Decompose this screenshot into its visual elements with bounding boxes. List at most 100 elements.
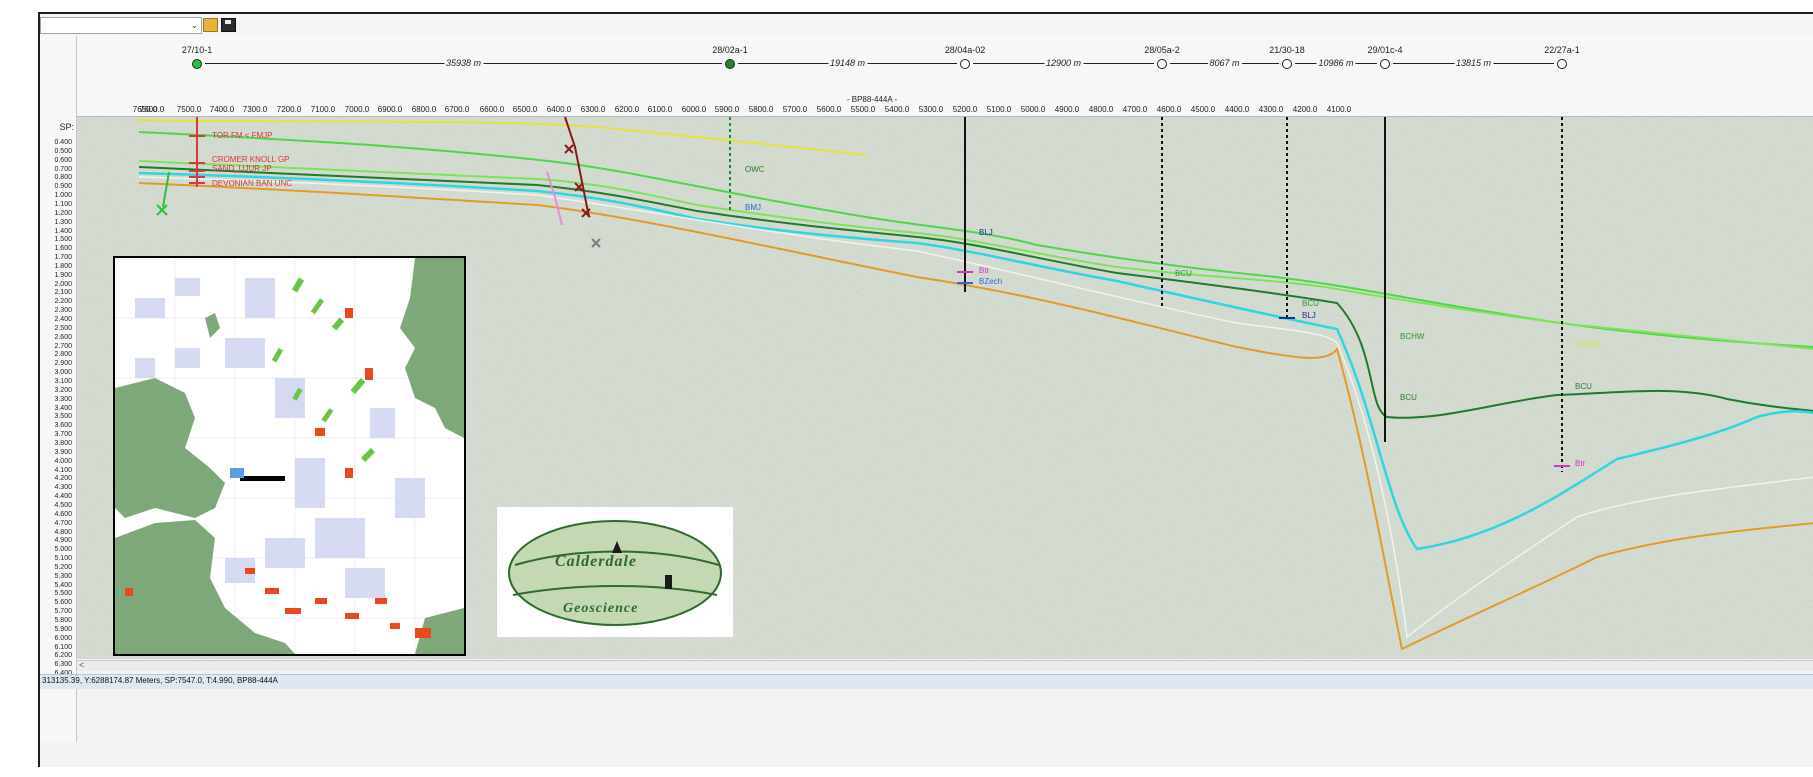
- sp-tick-label: 7500.0: [176, 105, 202, 114]
- time-tick-label: 2.000: [54, 280, 72, 288]
- horizon-label-devonian: DEVONIAN BAN UNC: [212, 179, 293, 188]
- time-tick-label: 3.000: [54, 369, 72, 377]
- time-tick-label: 4.400: [54, 493, 72, 501]
- calderdale-logo: Calderdale Geoscience: [497, 507, 733, 637]
- distance-label: 19148 m: [827, 58, 868, 68]
- time-tick-label: 2.100: [54, 289, 72, 297]
- sp-tick-label: 5300.0: [918, 105, 944, 114]
- time-tick-label: 5.700: [54, 608, 72, 616]
- time-tick-label: 5.300: [54, 572, 72, 580]
- distance-label: 10986 m: [1316, 58, 1356, 68]
- time-tick-label: 2.300: [54, 307, 72, 315]
- green-well-marker: [156, 204, 168, 216]
- line-select-combobox[interactable]: ⌄: [40, 17, 202, 34]
- chevron-down-icon[interactable]: ⌄: [190, 20, 199, 30]
- time-tick-label: 1.500: [54, 236, 72, 244]
- seismic-section-view[interactable]: TOR FM < FMJP CROMER KNOLL GP SAND_UJUR …: [77, 117, 1813, 659]
- time-tick-label: 3.700: [54, 431, 72, 439]
- time-tick-label: 2.800: [54, 351, 72, 359]
- well-name-label[interactable]: 27/10-1: [181, 45, 213, 55]
- green-horizon-mid: [138, 160, 1813, 350]
- time-tick-label: 0.400: [54, 139, 72, 146]
- sp-tick-label: 6400.0: [546, 105, 572, 114]
- sp-tick-label: 6800.0: [411, 105, 437, 114]
- well-name-label[interactable]: 22/27a-1: [1544, 45, 1580, 55]
- red-field-polygons: [125, 308, 431, 638]
- horizon-label-owc: OWC: [745, 165, 765, 174]
- sp-tick-label: 6900.0: [377, 105, 403, 114]
- time-tick-label: 4.000: [54, 457, 72, 465]
- logo-graphic: [508, 520, 722, 626]
- sp-tick-label: 5000.0: [1020, 105, 1046, 114]
- green-horizon-upper: [138, 131, 1813, 348]
- sp-tick-label: 4100.0: [1326, 105, 1352, 114]
- license-blocks: [135, 278, 425, 598]
- horizontal-scrollbar[interactable]: <: [77, 660, 1813, 671]
- sp-tick-label: 7000.0: [344, 105, 370, 114]
- time-tick-label: 5.100: [54, 555, 72, 563]
- well-name-label[interactable]: 29/01c-4: [1367, 45, 1403, 55]
- time-tick-label: 1.000: [54, 192, 72, 200]
- well-location-icon[interactable]: [725, 59, 735, 69]
- sp-tick-label: 6200.0: [614, 105, 640, 114]
- well-name-label[interactable]: 28/02a-1: [712, 45, 748, 55]
- sp-tick-label: 5100.0: [986, 105, 1012, 114]
- well-name-label[interactable]: 28/04a-02: [944, 45, 986, 55]
- survey-line-location: [240, 476, 285, 481]
- horizon-label-bcu-2: BCU: [1302, 299, 1319, 308]
- well-location-icon[interactable]: [1157, 59, 1167, 69]
- sp-tick-label: 5700.0: [782, 105, 808, 114]
- time-tick-label: 4.500: [54, 501, 72, 509]
- horizon-label-bchw: BCHW: [1400, 332, 1425, 341]
- sp-tick-label: 7650.0: [132, 105, 158, 114]
- time-tick-label: 4.700: [54, 519, 72, 527]
- time-axis-labels: 0.400 0.500 0.600 0.700 0.800 0.900 1.000 1.100…: [40, 139, 74, 679]
- time-tick-label: 1.300: [54, 218, 72, 226]
- sp-tick-label: 7400.0: [209, 105, 235, 114]
- sp-tick-label: 5500.0: [850, 105, 876, 114]
- time-tick-label: 6.200: [54, 652, 72, 660]
- logo-text-geoscience: Geoscience: [563, 601, 639, 616]
- well-location-icon[interactable]: [1557, 59, 1567, 69]
- well-location-icon[interactable]: [1282, 59, 1292, 69]
- well-location-icon[interactable]: [960, 59, 970, 69]
- shetland-islands: [205, 313, 220, 338]
- well-location-icon[interactable]: [192, 59, 202, 69]
- sp-tick-label: 4200.0: [1292, 105, 1318, 114]
- well-name-label[interactable]: 21/30-18: [1269, 45, 1305, 55]
- horizon-label-blj-2: BLJ: [1302, 311, 1316, 320]
- well-location-icon[interactable]: [1380, 59, 1390, 69]
- green-well-track: [162, 171, 170, 208]
- scotland-coast: [115, 378, 225, 518]
- well-header-bar: 27/10-1 28/02a-1 28/04a-02 28/05a-2 21/30-18…: [77, 36, 1813, 96]
- sp-tick-label: 7200.0: [276, 105, 302, 114]
- status-bar: 313135.39, Y:6288174.87 Meters, SP:7547.…: [40, 674, 1813, 689]
- sp-tick-label: 6500.0: [512, 105, 538, 114]
- status-coordinates: 313135.39, Y:6288174.87 Meters, SP:7547.…: [42, 676, 278, 685]
- time-tick-label: 3.200: [54, 386, 72, 394]
- time-tick-label: 3.800: [54, 439, 72, 447]
- sp-tick-label: 5800.0: [748, 105, 774, 114]
- toolbar: ⌄: [40, 14, 1813, 37]
- time-tick-label: 4.900: [54, 537, 72, 545]
- time-tick-label: 0.500: [54, 147, 72, 155]
- time-tick-label: 0.900: [54, 183, 72, 191]
- well-name-label[interactable]: 28/05a-2: [1144, 45, 1180, 55]
- time-tick-label: 3.600: [54, 422, 72, 430]
- horizon-label-bmj: BMJ: [745, 203, 761, 212]
- sp-axis-label: SP:: [59, 122, 74, 132]
- time-tick-label: 0.800: [54, 174, 72, 182]
- sp-tick-label: 5200.0: [952, 105, 978, 114]
- orange-horizon: [138, 182, 1813, 651]
- floppy-disk-icon[interactable]: [221, 18, 236, 32]
- time-tick-label: 2.700: [54, 342, 72, 350]
- sp-tick-label: 6100.0: [647, 105, 673, 114]
- folder-open-icon[interactable]: [203, 18, 218, 32]
- yellow-horizon: [136, 119, 868, 156]
- time-tick-label: 1.800: [54, 262, 72, 270]
- time-tick-label: 6.400: [54, 670, 72, 678]
- sp-ruler: - BP88-444A - 7650.0 7600.0 7500.0 7400.0 73…: [77, 95, 1813, 117]
- time-axis-ruler: SP: 0.400 0.500 0.600 0.700 0.800 0.900 1.000 1…: [40, 36, 77, 742]
- scroll-left-arrow[interactable]: <: [79, 660, 85, 670]
- horizon-label-btr-1: Btr: [979, 266, 990, 275]
